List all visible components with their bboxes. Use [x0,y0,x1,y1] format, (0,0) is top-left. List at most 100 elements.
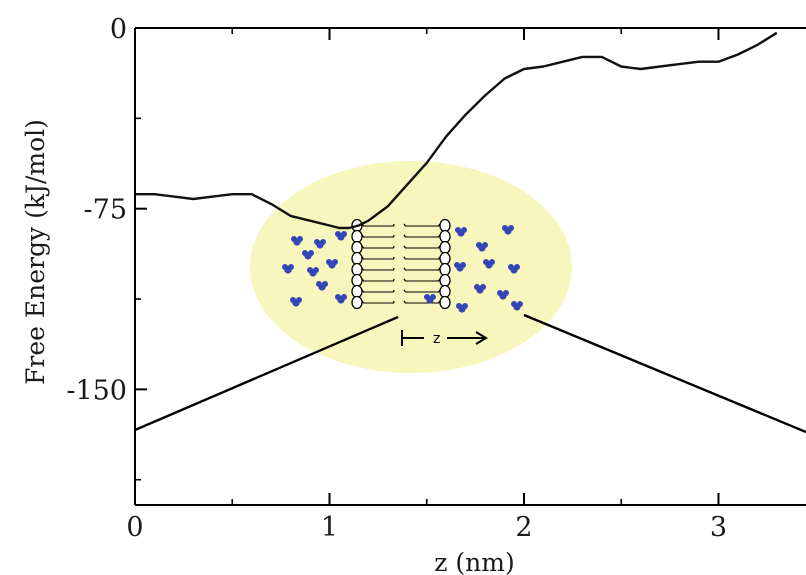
free-energy-line [135,31,778,230]
lipid-tail [361,289,395,293]
lipid-head [351,229,363,244]
lipid-head [439,273,451,288]
atom [514,264,520,270]
solvent-molecule [474,284,486,294]
atom [508,264,514,270]
lipid-right [403,229,451,244]
leaflet-right [403,218,451,310]
lipid-head [351,284,363,299]
solvent-molecule [497,290,509,300]
solvent-molecule [314,239,326,249]
atom [291,236,297,242]
atom [497,290,503,296]
solvent-molecule [502,225,514,235]
atom [322,281,328,287]
x-tick-label: 1 [321,512,338,543]
atom [341,231,347,237]
solvent-molecule [290,297,302,307]
z-arrow-head [475,331,488,345]
lipid-tail [403,223,441,227]
solvent-molecule [456,303,468,313]
axes-layer [134,27,806,506]
atom [288,264,294,270]
atom [483,259,489,265]
solvent-molecule [511,301,523,311]
atom [461,227,467,233]
labels-layer: 0 1 2 3 0 -75 -150 z (nm) Free Energy (kJ/mol) [21,14,727,575]
atom [308,250,314,256]
lipid-tail [361,245,395,249]
leaflet-left [351,218,395,310]
y-tick-label: 0 [110,14,127,45]
lipid-tail [403,267,441,271]
lipid-tail [361,234,395,238]
solvent-molecule [455,227,467,237]
atom [296,297,302,303]
atom [511,301,517,307]
lipid-tail [403,289,441,293]
lipid-tail [361,267,395,271]
solvent-molecule [326,259,338,269]
solvent-molecule [508,264,520,274]
y-tick-label: -150 [66,375,127,406]
solvent-molecule [291,236,303,246]
atom [302,250,308,256]
lipid-tail [361,300,395,304]
atom [476,242,482,248]
atom [290,297,296,303]
lipid-tail [403,256,441,260]
atom [503,290,509,296]
lipid-left [351,295,395,310]
atom [297,236,303,242]
atom [332,259,338,265]
x-axis-title: z (nm) [434,548,514,575]
atom [454,262,460,268]
z-marker-label: z [433,331,440,347]
atom [456,303,462,309]
atom [314,239,320,245]
bilayer-inset: z [134,161,806,434]
lipid-tail [361,223,395,227]
atom [335,294,341,300]
lipid-left [351,240,395,255]
lipid-head [439,240,451,255]
y-axis-title: Free Energy (kJ/mol) [21,119,50,385]
lipid-right [403,295,451,310]
lipid-head [351,273,363,288]
x-tick-label: 2 [515,512,532,543]
solvent-molecule [454,262,466,272]
solvent-molecule [302,250,314,260]
atom [482,242,488,248]
atom [316,281,322,287]
atom [341,294,347,300]
lipid-head [439,295,451,310]
atom [462,303,468,309]
solvent-molecule [476,242,488,252]
atom [480,284,486,290]
lipid-left [351,273,395,288]
lipid-tail [403,234,441,238]
lipid-head [351,295,363,310]
atom [313,267,319,273]
lipid-head [439,251,451,266]
lipid-head [351,262,363,277]
lipid-tail [361,256,395,260]
solvent-molecule [483,259,495,269]
curve-layer [135,31,778,230]
lipid-head [351,251,363,266]
lipid-head [351,240,363,255]
lipid-left [351,251,395,266]
x-tick-label: 0 [126,512,143,543]
atom [517,301,523,307]
atom [508,225,514,231]
lipid-head [439,218,451,233]
lipid-right [403,240,451,255]
solvent-molecule [282,264,294,274]
atom [474,284,480,290]
atom [489,259,495,265]
atom [502,225,508,231]
y-tick-label: -75 [84,195,127,226]
lipid-tail [403,278,441,282]
atom [430,294,436,300]
